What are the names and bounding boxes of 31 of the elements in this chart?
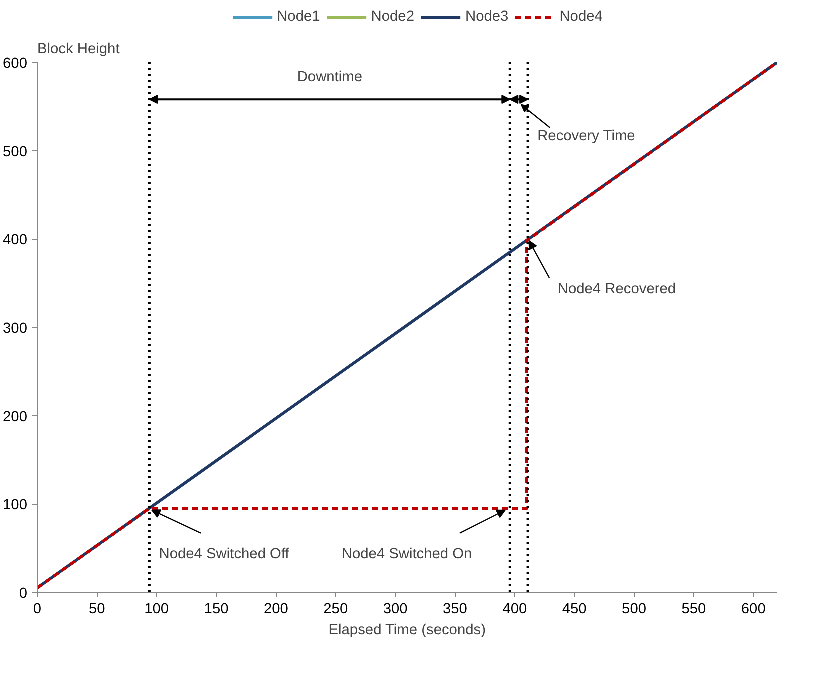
y-tick-label: 600 bbox=[3, 56, 28, 72]
y-tick-label: 200 bbox=[3, 409, 28, 426]
legend-label: Node3 bbox=[466, 9, 509, 25]
x-tick-label: 450 bbox=[562, 602, 587, 618]
legend-label: Node2 bbox=[371, 9, 414, 25]
x-tick-label: 0 bbox=[33, 602, 42, 618]
x-tick-label: 500 bbox=[622, 602, 647, 618]
legend-label: Node4 bbox=[560, 9, 603, 25]
x-axis-title: Elapsed Time (seconds) bbox=[328, 622, 486, 638]
x-tick-label: 600 bbox=[741, 602, 766, 618]
x-tick-label: 100 bbox=[144, 602, 170, 618]
x-tick-label: 50 bbox=[89, 602, 106, 618]
y-tick-label: 100 bbox=[3, 498, 28, 514]
y-axis-title: Block Height bbox=[38, 42, 120, 58]
annotation: Node4 Switched Off bbox=[159, 546, 290, 563]
x-tick-label: 200 bbox=[264, 602, 288, 618]
annotation: Node4 Switched On bbox=[342, 546, 472, 563]
x-tick-label: 400 bbox=[502, 602, 528, 618]
y-tick-label: 0 bbox=[19, 586, 28, 602]
x-tick-label: 300 bbox=[383, 602, 408, 618]
x-tick-label: 250 bbox=[324, 602, 348, 618]
y-tick-label: 400 bbox=[3, 232, 28, 249]
legend-label: Node1 bbox=[277, 9, 320, 25]
annotation: Downtime bbox=[297, 70, 363, 86]
annotation: Node4 Recovered bbox=[558, 282, 676, 298]
y-tick-label: 300 bbox=[3, 321, 28, 337]
y-tick-label: 500 bbox=[3, 144, 28, 160]
x-tick-label: 550 bbox=[682, 602, 706, 618]
x-tick-label: 150 bbox=[204, 602, 229, 618]
x-tick-label: 350 bbox=[443, 602, 468, 618]
annotation: Recovery Time bbox=[538, 128, 636, 145]
